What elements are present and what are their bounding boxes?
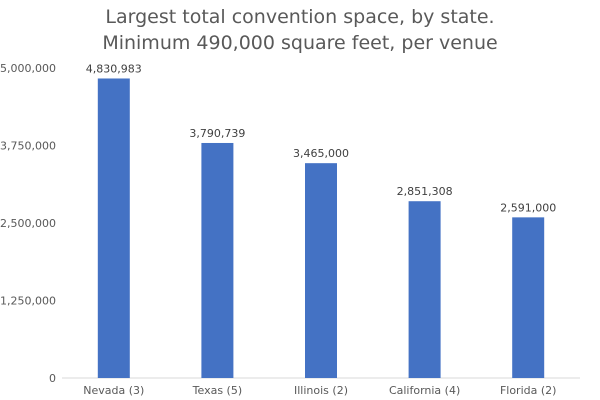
y-tick-label: 5,000,000	[0, 62, 56, 75]
data-label: 3,465,000	[293, 147, 349, 160]
x-tick-label: Nevada (3)	[83, 384, 144, 397]
chart-title-line-2: Minimum 490,000 square feet, per venue	[102, 32, 498, 54]
x-tick-label: California (4)	[389, 384, 460, 397]
bar	[97, 78, 130, 378]
y-tick-label: 1,250,000	[0, 295, 56, 308]
x-tick-label: Illinois (2)	[294, 384, 348, 397]
bar	[305, 163, 337, 378]
y-tick-label: 2,500,000	[0, 217, 56, 230]
y-tick-label: 3,750,000	[0, 140, 56, 153]
x-tick-label: Texas (5)	[192, 384, 242, 397]
data-label: 3,790,739	[189, 127, 245, 140]
data-label: 4,830,983	[86, 62, 142, 75]
bar	[201, 142, 234, 378]
data-label: 2,591,000	[500, 201, 556, 214]
chart-title-line-1: Largest total convention space, by state…	[105, 6, 495, 28]
y-tick-label: 0	[49, 372, 56, 385]
bar	[408, 201, 441, 378]
data-label: 2,851,308	[397, 185, 453, 198]
x-tick-label: Florida (2)	[500, 384, 557, 397]
bar	[512, 217, 545, 378]
